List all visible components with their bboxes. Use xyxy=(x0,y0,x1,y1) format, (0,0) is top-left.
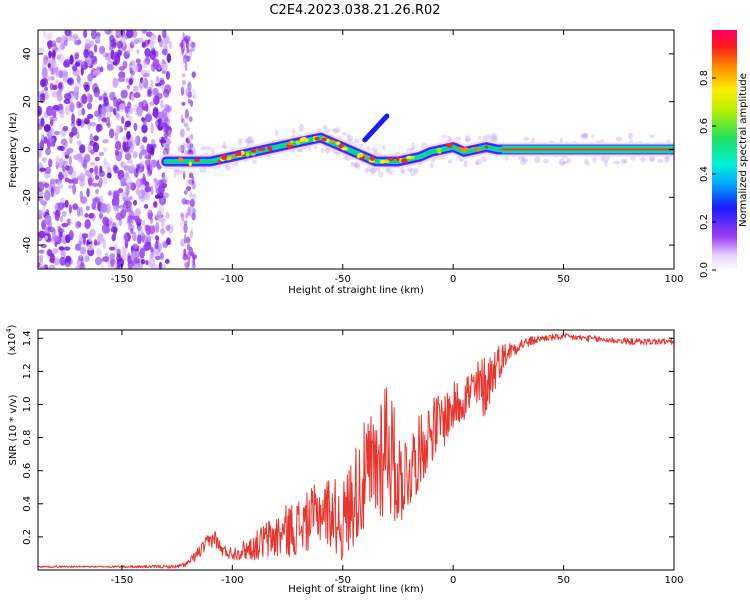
spectrogram-panel: -150 -100 -50 0 50 100 -40 -20 0 20 40 Height of s… xyxy=(8,29,684,296)
y-tick-label: 0.6 xyxy=(22,463,33,479)
y-tick-label: 20 xyxy=(22,95,33,108)
signal-ridge xyxy=(159,113,674,178)
y-tick-label: 1.4 xyxy=(22,330,33,346)
x-tick-label: -100 xyxy=(221,274,244,285)
y-tick-label: 0 xyxy=(22,146,33,152)
x-tick-label: -150 xyxy=(111,274,134,285)
colorbar-tick-label: 0.6 xyxy=(699,118,710,134)
x-tick-label: -50 xyxy=(335,575,351,586)
svg-text:(x104): (x104) xyxy=(5,324,18,355)
snr-ticks: -150 -100 -50 0 50 100 0.2 0.4 0.6 0.8 1.0 1.2 1.4 xyxy=(22,330,684,586)
colorbar-label: Normalized spectral amplitude xyxy=(738,73,749,227)
snr-plot-area xyxy=(38,333,674,569)
ridge-band xyxy=(164,136,674,163)
y-tick-label: 1.2 xyxy=(22,363,33,379)
snr-ylabel: SNR (10 * v/v) xyxy=(8,394,19,465)
colorbar-tick-label: 0.8 xyxy=(699,70,710,86)
snr-panel: -150 -100 -50 0 50 100 0.2 0.4 0.6 0.8 1.0 1.2 1.4 H… xyxy=(5,324,684,595)
spectrogram-xlabel: Height of straight line (km) xyxy=(288,285,424,296)
snr-scale-exponent: 4 xyxy=(5,328,13,333)
snr-scale-prefix: (x10 xyxy=(7,333,18,356)
x-tick-label: -150 xyxy=(111,575,134,586)
y-tick-label: 0.8 xyxy=(22,430,33,446)
x-tick-label: 100 xyxy=(664,274,683,285)
spectrogram-plot-area xyxy=(38,30,674,269)
x-tick-label: -50 xyxy=(335,274,351,285)
snr-xlabel: Height of straight line (km) xyxy=(288,584,424,595)
y-tick-label: 1.0 xyxy=(22,397,33,413)
snr-line xyxy=(38,333,674,569)
colorbar: 0.0 0.2 0.4 0.6 0.8 Normalized spectral ampl… xyxy=(699,30,749,278)
spectrogram-ticks: -150 -100 -50 0 50 100 -40 -20 0 20 40 xyxy=(22,30,684,285)
x-tick-label: -100 xyxy=(221,575,244,586)
noise-stripe xyxy=(179,32,198,269)
y-tick-label: -20 xyxy=(22,189,33,205)
snr-frame xyxy=(37,329,675,571)
colorbar-ticks: 0.0 0.2 0.4 0.6 0.8 xyxy=(699,70,716,278)
snr-scale-close: ) xyxy=(7,324,18,328)
spectrogram-ylabel: Frequency (Hz) xyxy=(8,112,19,188)
y-tick-label: 0.4 xyxy=(22,496,33,512)
colorbar-tick-label: 0.4 xyxy=(699,166,710,182)
snr-scale-label: (x104) xyxy=(5,324,18,355)
colorbar-scale xyxy=(712,30,737,270)
y-tick-label: -40 xyxy=(22,237,33,253)
x-tick-label: 50 xyxy=(557,274,570,285)
x-tick-label: 0 xyxy=(450,274,456,285)
x-tick-label: 100 xyxy=(664,575,683,586)
ridge-spur xyxy=(362,113,390,143)
noise-region xyxy=(38,30,174,269)
x-tick-label: 0 xyxy=(450,575,456,586)
colorbar-tick-label: 0.0 xyxy=(699,262,710,278)
figure-title: C2E4.2023.038.21.26.R02 xyxy=(269,3,440,18)
colorbar-tick-label: 0.2 xyxy=(699,214,710,230)
y-tick-label: 0.2 xyxy=(22,529,33,545)
y-tick-label: 40 xyxy=(22,48,33,61)
x-tick-label: 50 xyxy=(557,575,570,586)
